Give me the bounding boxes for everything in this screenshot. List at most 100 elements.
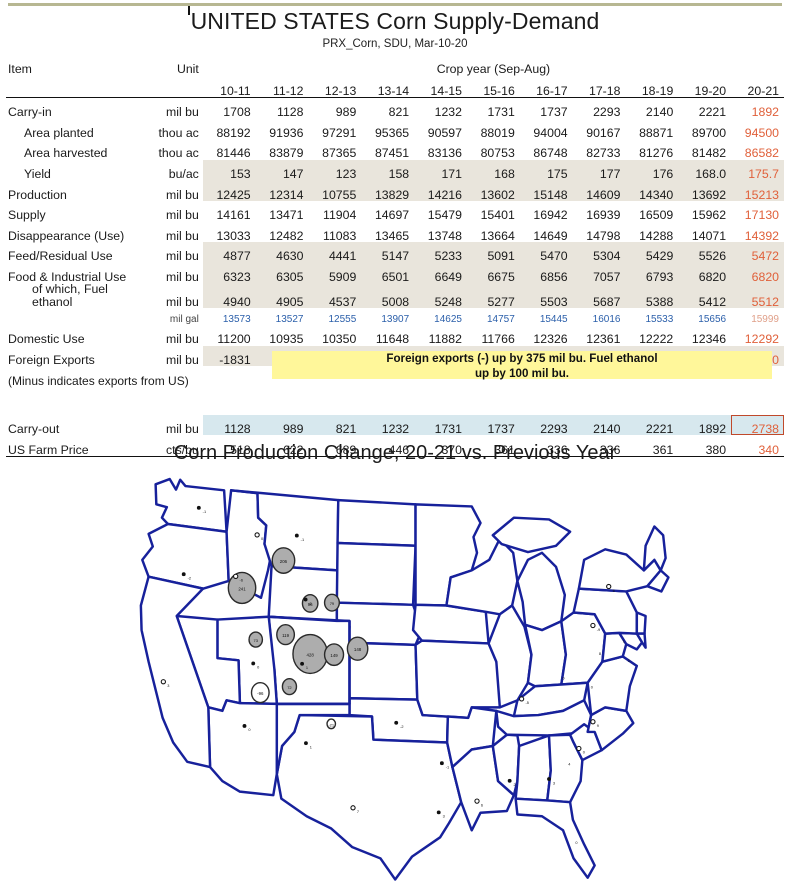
- row-label: Domestic Use: [8, 332, 85, 347]
- value-cell: 989: [335, 105, 357, 120]
- open-dot-icon: [233, 573, 239, 579]
- value-cell: 83136: [427, 146, 462, 161]
- value-cell: 14798: [586, 228, 621, 243]
- farmprice-value: 361: [494, 442, 515, 457]
- farmprice-value: 361: [652, 442, 674, 457]
- callout-box: Foreign exports (-) up by 375 mil bu. Fu…: [272, 351, 772, 380]
- value-cell: 1232: [434, 105, 462, 120]
- row-unit: mil bu: [166, 249, 199, 264]
- page-subtitle: PRX_Corn, SDU, Mar-10-20: [322, 38, 468, 50]
- carryout-value: 821: [308, 414, 362, 436]
- bubble-label: 148: [354, 647, 362, 652]
- map-container: 241 206 96 79 119 73 428 149 148 72 -96 -21 -1 -1 -2-…: [40, 465, 770, 890]
- production-bubble: 206: [271, 547, 296, 574]
- row-unit: thou ac: [158, 146, 199, 161]
- value-cell: 5091: [466, 242, 520, 263]
- marker-label: 8: [599, 652, 601, 656]
- marker-label: 1: [306, 666, 308, 670]
- state-marker: -1: [196, 505, 206, 514]
- carryout-value: 2140: [572, 414, 626, 436]
- bubble-label: 79: [330, 601, 335, 606]
- value-cell: 11882: [428, 332, 462, 347]
- row-label: of which, Fuel ethanol: [32, 282, 108, 309]
- value-cell: -1831: [202, 345, 256, 367]
- marker-label: 6: [613, 589, 615, 593]
- state-marker: -1: [294, 533, 304, 542]
- row-label: Area planted: [24, 125, 94, 140]
- callout-line-1: Foreign exports (-) up by 375 mil bu. Fu…: [386, 352, 658, 365]
- row-unit: mil bu: [166, 294, 199, 309]
- marker-label: 4: [568, 762, 571, 766]
- value-cell: 86748: [533, 146, 568, 161]
- table-row: Area harvested thou ac 81446 83879 87365 8745…: [6, 139, 784, 160]
- row-label: Disappearance (Use): [8, 228, 125, 243]
- marker-label: -9: [597, 628, 600, 632]
- value-cell: 12482: [269, 228, 304, 243]
- value-cell: 16016: [592, 313, 621, 325]
- value-cell: 80753: [480, 146, 515, 161]
- value-cell: 11083: [323, 228, 357, 243]
- value-cell: 16939: [586, 208, 621, 223]
- value-cell: 6305: [255, 262, 309, 284]
- value-cell: 4905: [255, 283, 309, 308]
- value-cell: 13748: [427, 228, 462, 243]
- value-cell: 14288: [639, 228, 674, 243]
- solid-dot-icon: [300, 661, 305, 666]
- open-dot-icon: [590, 622, 596, 629]
- table-row: Domestic Use mil bu 11200 10935 10350 11648 11…: [6, 325, 784, 346]
- state-marker: 0: [576, 745, 585, 755]
- value-cell: 15213: [731, 180, 784, 201]
- row-label: Food & Industrial Use: [8, 270, 127, 285]
- value-cell: 13033: [216, 228, 251, 243]
- year-header-17-18: 17-18: [589, 83, 621, 98]
- state-marker: 3: [628, 659, 630, 663]
- value-cell: 12346: [691, 332, 727, 347]
- state-marker: 3: [547, 777, 555, 785]
- value-cell: 1708: [223, 105, 251, 120]
- value-cell: 14625: [434, 313, 462, 325]
- value-cell: 12222: [639, 332, 674, 347]
- year-header-18-19: 18-19: [641, 83, 674, 98]
- value-cell: 14340: [625, 180, 679, 201]
- value-cell: 15479: [427, 208, 462, 223]
- spacer-row: [6, 401, 784, 415]
- value-cell: 91936: [269, 125, 304, 140]
- year-header-13-14: 13-14: [377, 83, 410, 98]
- value-cell: 175: [519, 159, 573, 181]
- marker-label: 2: [514, 783, 516, 787]
- carryout-value: 1232: [361, 414, 415, 436]
- value-cell: 12292: [744, 332, 779, 347]
- farmprice-value: 340: [758, 442, 779, 457]
- state-marker: 3: [160, 679, 169, 688]
- value-cell: 176: [625, 159, 679, 181]
- value-cell: 175.7: [731, 159, 784, 181]
- spacer: [6, 401, 784, 415]
- value-cell: 15401: [480, 208, 515, 223]
- value-cell: 4630: [255, 242, 309, 263]
- carryout-value: 2293: [519, 414, 573, 436]
- marker-label: -2: [188, 577, 191, 581]
- marker-label: 0: [261, 537, 263, 541]
- value-cell: 5909: [308, 262, 362, 284]
- value-cell: 83879: [269, 146, 304, 161]
- value-cell: 168: [466, 159, 520, 181]
- carryout-value: 1737: [466, 414, 520, 436]
- production-bubble: 73: [248, 631, 264, 648]
- value-cell: 11648: [375, 332, 410, 347]
- value-cell: 1128: [277, 105, 304, 120]
- table-row: of which, Fuel ethanol mil bu 4940 4905 4537…: [6, 283, 784, 308]
- value-cell: 11904: [323, 208, 357, 223]
- supply-demand-table: Item Unit Crop year (Sep-Aug) 10-11 11-12 12-…: [6, 56, 784, 457]
- state-marker: -2: [394, 720, 404, 729]
- value-cell: 4537: [308, 283, 362, 308]
- value-cell: 5687: [572, 283, 626, 308]
- marker-label: 1: [623, 640, 625, 644]
- state-marker: 0: [591, 685, 593, 689]
- farmprice-value: 689: [335, 442, 357, 457]
- spacer-row: [6, 387, 784, 401]
- value-cell: 123: [308, 159, 362, 181]
- production-bubble: 428: [292, 633, 329, 675]
- marker-label: 9: [597, 724, 599, 728]
- value-cell: 94004: [533, 125, 568, 140]
- value-cell: 13527: [275, 313, 304, 325]
